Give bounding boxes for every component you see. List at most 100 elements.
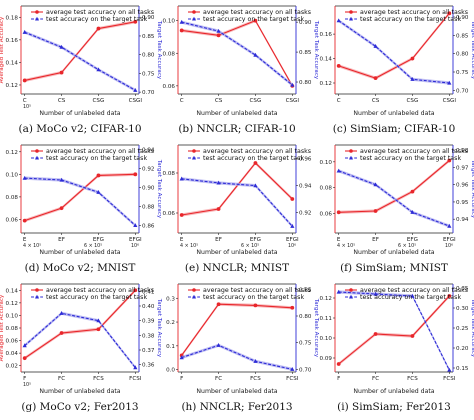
red-series-line: [24, 21, 136, 81]
right-tick-label: 0.70: [142, 90, 155, 96]
legend-red-label: average test accuracy on all tasks: [203, 148, 311, 155]
x-tick-label: F: [23, 376, 26, 382]
blue-series-line: [181, 344, 293, 370]
right-tick-label: 0.41: [142, 289, 155, 295]
x-tick-label: FC: [372, 376, 379, 382]
blue-data-point: [59, 177, 64, 182]
blue-data-point: [133, 223, 138, 228]
right-axis-label: Target Task Accuracy: [156, 20, 162, 80]
blue-data-point: [179, 176, 184, 181]
x-extra-tick-label: 4 × 10⁵: [337, 243, 355, 249]
blue-data-point: [410, 293, 415, 298]
blue-confidence-band: [338, 19, 450, 85]
blue-data-point: [22, 343, 27, 348]
x-axis-label: Number of unlabeled data: [353, 249, 434, 256]
red-data-point: [373, 76, 378, 81]
red-data-point: [410, 56, 415, 61]
left-tick-label: 0.08: [6, 195, 19, 201]
x-tick-label: EF: [58, 237, 65, 243]
left-tick-label: 0.16: [320, 32, 333, 38]
x-tick-label: FCSI: [129, 376, 142, 382]
left-tick-label: 0.3: [166, 296, 175, 302]
x-tick-label: CS: [215, 98, 223, 104]
x-tick-label: EFGI: [129, 237, 142, 243]
legend-red-marker: [349, 288, 353, 292]
red-data-point: [59, 331, 64, 335]
legend-blue-label: test accuracy on the target task: [360, 16, 461, 23]
right-tick-label: 0.98: [456, 148, 469, 154]
right-tick-label: 0.75: [456, 70, 469, 76]
subplot-caption: (c) SimSiam; CIFAR-10: [333, 123, 456, 135]
subplot-caption: (b) NNCLR; CIFAR-10: [178, 123, 295, 135]
subplot-4: 0.06 0.08 0.10 0.12 0.86 0.88 0.90 0.92 0.94 E EF E…: [6, 144, 162, 274]
right-tick-label: 0.30: [456, 306, 469, 312]
red-data-point: [133, 288, 138, 293]
red-data-point: [290, 305, 295, 310]
subplot-caption: (g) MoCo v2; Fer2013: [21, 401, 138, 413]
x-tick-label: EFG: [407, 237, 418, 243]
red-data-point: [447, 294, 452, 298]
blue-series-line: [181, 21, 293, 86]
left-tick-label: 0.06: [163, 211, 176, 217]
legend-blue-marker: [192, 155, 196, 160]
legend-blue-marker: [35, 294, 39, 299]
legend-red-marker: [349, 10, 353, 14]
x-axis-label: Number of unlabeled data: [39, 110, 120, 117]
legend-red-marker: [192, 149, 196, 153]
right-tick-label: 0.96: [299, 157, 312, 163]
right-tick-label: 0.86: [142, 223, 155, 229]
blue-data-point: [373, 182, 378, 187]
left-tick-label: 0.06: [6, 339, 19, 345]
legend-red-marker: [35, 149, 39, 153]
x-tick-label: FCSI: [443, 376, 456, 382]
red-confidence-band: [338, 294, 450, 366]
blue-series-line: [338, 170, 450, 227]
legend-red-label: average test accuracy on all tasks: [46, 148, 154, 155]
x-tick-label: E: [180, 237, 184, 243]
x-tick-label: FCSI: [286, 376, 299, 382]
left-tick-label: 0.12: [6, 301, 18, 307]
left-tick-label: 0.10: [6, 313, 19, 319]
right-tick-label: 0.38: [142, 333, 155, 339]
red-data-point: [96, 26, 101, 31]
left-tick-label: 0.12: [320, 81, 332, 87]
x-tick-label: C: [23, 98, 27, 104]
x-tick-label: CSG: [250, 98, 262, 104]
right-tick-label: 0.80: [142, 53, 155, 59]
x-tick-label: F: [337, 376, 340, 382]
right-tick-label: 0.94: [142, 148, 155, 154]
blue-data-point: [96, 67, 101, 72]
x-tick-label: FCS: [93, 376, 104, 382]
red-data-point: [22, 356, 27, 361]
blue-data-point: [133, 365, 138, 370]
red-confidence-band: [24, 172, 136, 223]
right-tick-label: 0.70: [299, 367, 312, 373]
legend-blue-label: test accuracy on the target task: [360, 155, 461, 162]
x-tick-label: EFG: [93, 237, 104, 243]
red-data-point: [216, 207, 221, 211]
x-tick-label: EFGI: [286, 237, 299, 243]
left-tick-label: 0.0: [166, 368, 175, 374]
red-data-point: [410, 189, 415, 194]
right-axis-label: Target Task Accuracy: [470, 298, 474, 358]
right-tick-label: 0.90: [142, 186, 155, 192]
legend-red-marker: [349, 149, 353, 153]
blue-data-point: [133, 87, 138, 92]
blue-data-point: [336, 168, 341, 173]
blue-data-point: [216, 343, 221, 347]
right-tick-label: 0.39: [142, 319, 155, 325]
right-axis-label: Target Task Accuracy: [156, 159, 162, 219]
subplot-caption: (a) MoCo v2; CIFAR-10: [19, 123, 142, 135]
right-tick-label: 0.90: [456, 15, 469, 21]
legend-blue-label: test accuracy on the target task: [203, 155, 304, 162]
x-tick-label: CSGI: [443, 98, 457, 104]
right-tick-label: 0.80: [299, 314, 312, 320]
red-data-point: [373, 332, 378, 336]
right-tick-label: 0.94: [456, 217, 469, 223]
right-tick-label: 0.36: [142, 363, 155, 369]
red-data-point: [179, 28, 184, 33]
left-axis-label: Averaged Test Accuracy: [0, 294, 5, 361]
x-axis-label: Number of unlabeled data: [196, 388, 277, 395]
